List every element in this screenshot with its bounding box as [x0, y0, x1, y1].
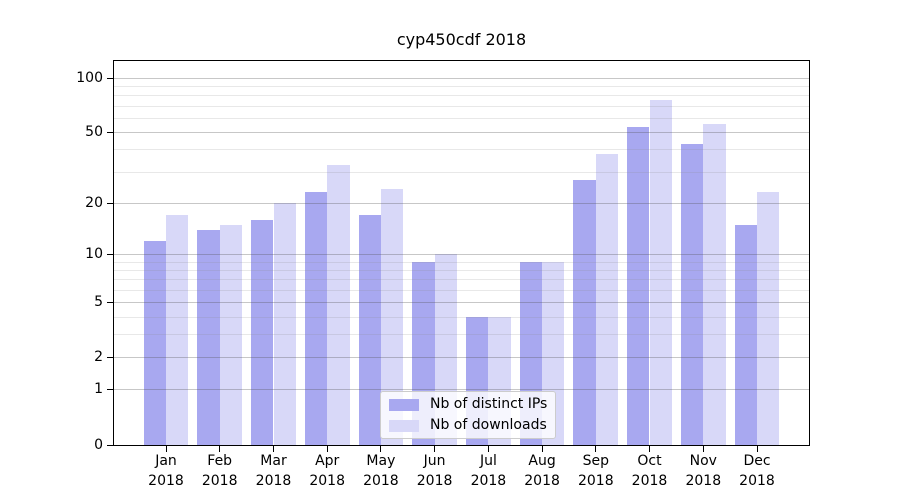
bar-ips-dec — [734, 224, 757, 445]
gridline-minor-30 — [114, 171, 809, 173]
y-tick-mark-10 — [107, 253, 113, 255]
x-tick-label-sep: Sep 2018 — [577, 453, 614, 489]
y-tick-label-1: 1 — [94, 381, 103, 398]
x-tick-label-nov: Nov 2018 — [685, 453, 722, 489]
x-tick-label-mar: Mar 2018 — [255, 453, 292, 489]
gridline-minor-6 — [114, 289, 809, 291]
bar-downloads-oct — [649, 99, 672, 445]
bar-downloads-feb — [219, 224, 243, 445]
gridline-minor-60 — [114, 117, 809, 119]
bar-ips-nov — [680, 144, 704, 445]
gridline-minor-3 — [114, 334, 809, 336]
x-tick-label-jul: Jul 2018 — [470, 453, 507, 489]
x-tick-label-jun: Jun 2018 — [416, 453, 453, 489]
legend: Nb of distinct IPs Nb of downloads — [380, 391, 557, 439]
bar-ips-oct — [627, 126, 650, 445]
bar-downloads-may — [380, 189, 404, 445]
x-tick-label-may: May 2018 — [363, 453, 399, 489]
y-tick-label-5: 5 — [94, 294, 103, 311]
x-tick-mark-nov — [702, 446, 704, 452]
gridline-minor-70 — [114, 105, 809, 107]
y-tick-mark-20 — [107, 202, 113, 204]
x-tick-label-aug: Aug 2018 — [524, 453, 560, 489]
bar-downloads-nov — [703, 123, 726, 445]
gridline-minor-4 — [114, 316, 809, 318]
legend-label-distinct-ips: Nb of distinct IPs — [430, 396, 548, 412]
bar-ips-sep — [573, 180, 596, 445]
x-tick-label-dec: Dec 2018 — [739, 453, 775, 489]
x-tick-mark-jan — [165, 446, 167, 452]
x-tick-mark-mar — [273, 446, 274, 452]
x-tick-label-jan: Jan 2018 — [148, 453, 184, 489]
gridline-major-2 — [114, 357, 809, 359]
x-tick-mark-dec — [756, 446, 758, 452]
bar-downloads-apr — [327, 164, 350, 445]
bar-downloads-mar — [273, 203, 296, 445]
bar-ips-apr — [304, 192, 328, 445]
y-tick-label-10: 10 — [85, 245, 103, 262]
gridline-major-10 — [114, 253, 809, 255]
bar-downloads-jan — [166, 215, 189, 445]
x-tick-label-feb: Feb 2018 — [201, 453, 238, 489]
bar-ips-mar — [251, 219, 274, 445]
x-tick-label-oct: Oct 2018 — [631, 453, 668, 489]
y-tick-mark-0 — [107, 444, 113, 446]
y-tick-label-100: 100 — [76, 69, 103, 86]
y-tick-mark-2 — [107, 357, 113, 359]
y-tick-mark-5 — [107, 302, 113, 304]
gridline-major-100 — [114, 77, 809, 79]
x-tick-mark-jun — [434, 446, 436, 452]
legend-swatch-downloads — [389, 419, 419, 432]
x-tick-mark-aug — [541, 446, 543, 452]
x-tick-mark-oct — [649, 446, 650, 452]
bar-downloads-sep — [595, 153, 619, 445]
gridline-major-1 — [114, 389, 809, 391]
gridline-minor-8 — [114, 269, 809, 271]
bar-ips-may — [358, 215, 381, 445]
bar-downloads-dec — [757, 192, 780, 445]
gridline-minor-7 — [114, 279, 809, 281]
x-tick-mark-jul — [487, 446, 489, 452]
x-tick-mark-feb — [219, 446, 221, 452]
y-tick-label-20: 20 — [85, 194, 103, 211]
legend-item-downloads: Nb of downloads — [389, 418, 547, 433]
y-tick-label-0: 0 — [94, 436, 103, 453]
bar-ips-jan — [143, 241, 166, 445]
gridline-minor-9 — [114, 261, 809, 263]
y-tick-mark-1 — [107, 389, 113, 391]
bar-ips-feb — [197, 229, 220, 445]
x-tick-mark-may — [380, 446, 382, 452]
gridline-minor-90 — [114, 86, 809, 87]
chart-title: cyp450cdf 2018 — [396, 30, 527, 49]
y-tick-mark-100 — [107, 77, 113, 79]
x-tick-label-apr: Apr 2018 — [309, 453, 345, 489]
x-tick-mark-sep — [595, 446, 597, 452]
legend-item-distinct-ips: Nb of distinct IPs — [389, 397, 547, 412]
gridline-minor-40 — [114, 149, 809, 151]
legend-label-downloads: Nb of downloads — [430, 417, 547, 433]
x-tick-mark-apr — [326, 446, 328, 452]
gridline-major-5 — [114, 302, 809, 304]
y-tick-label-2: 2 — [94, 349, 103, 366]
y-tick-mark-50 — [107, 132, 113, 133]
gridline-major-50 — [114, 132, 809, 133]
legend-swatch-distinct-ips — [389, 398, 419, 411]
gridline-major-20 — [114, 202, 809, 204]
y-tick-label-50: 50 — [85, 124, 103, 140]
gridline-minor-80 — [114, 95, 809, 97]
